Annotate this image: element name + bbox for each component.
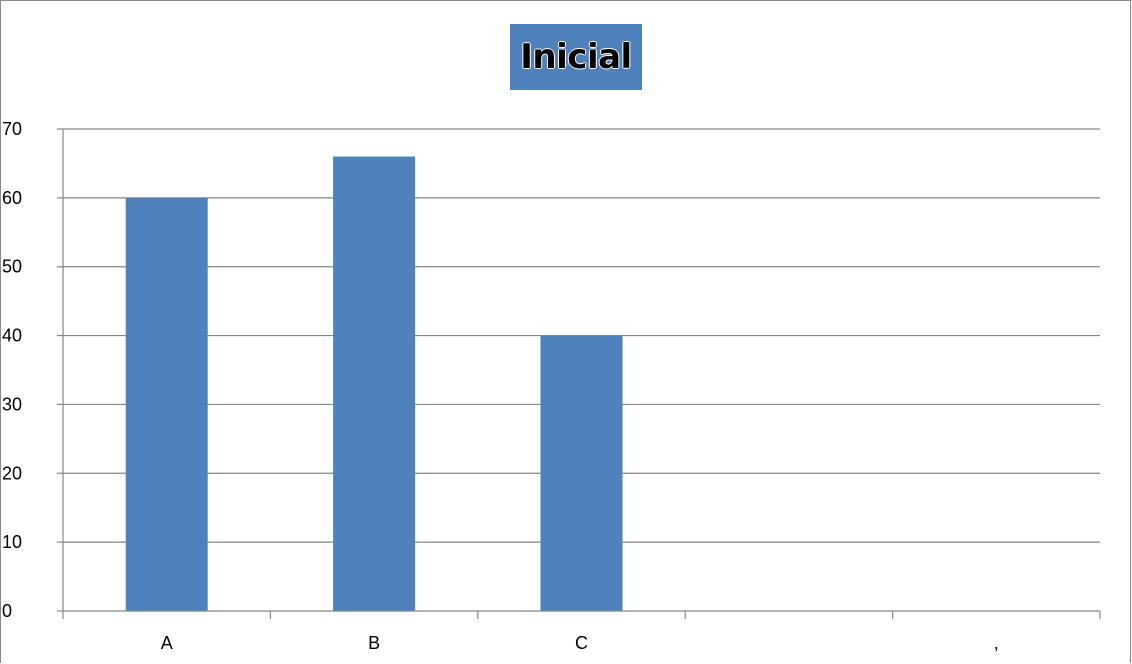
chart-title: Inicial: [510, 24, 642, 90]
x-tick-label-2: C: [575, 633, 588, 653]
y-tick-label-10: 10: [2, 532, 22, 552]
y-tick-label-40: 40: [2, 326, 22, 346]
bar-C: [540, 335, 623, 611]
bar-A: [125, 197, 208, 611]
x-tick-label-4: ,: [994, 633, 999, 653]
y-tick-label-30: 30: [2, 394, 22, 414]
bars: [125, 156, 623, 612]
axes: [57, 128, 1101, 619]
tick-labels: 0 10 20 30 40 50 60 70 A B C,: [2, 119, 999, 653]
x-tick-label-1: B: [368, 633, 380, 653]
y-tick-label-20: 20: [2, 463, 22, 483]
x-tick-label-0: A: [161, 633, 173, 653]
y-tick-label-0: 0: [2, 601, 12, 621]
bar-B: [333, 156, 416, 612]
y-tick-label-60: 60: [2, 188, 22, 208]
y-tick-label-70: 70: [2, 119, 22, 139]
y-tick-label-50: 50: [2, 257, 22, 277]
